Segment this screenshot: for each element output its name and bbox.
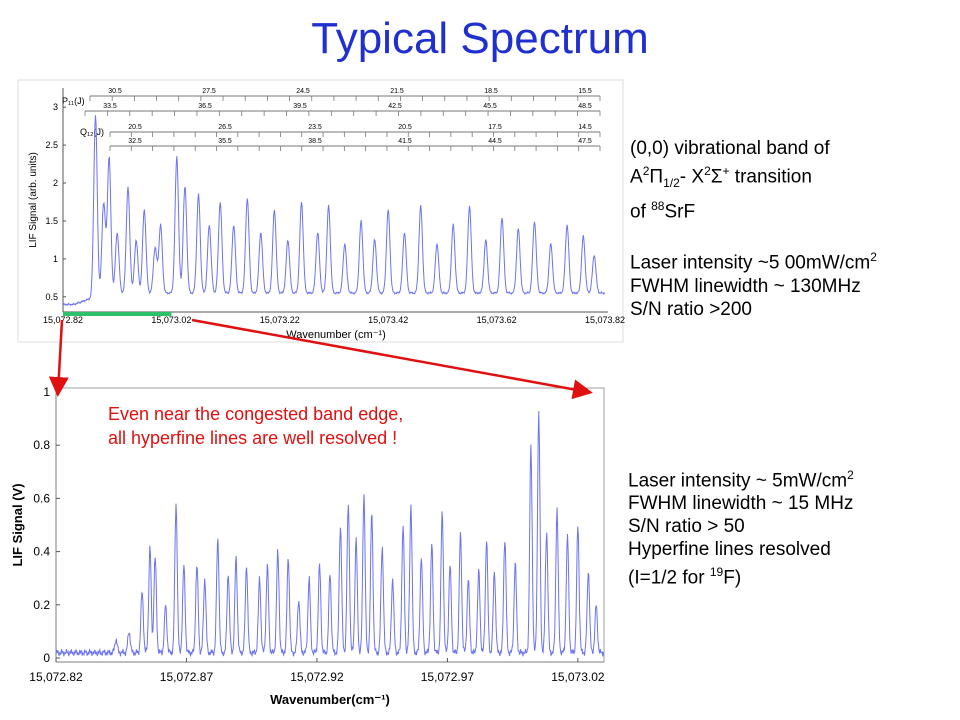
top-y-tick-label: 0.5 (45, 292, 58, 302)
top-sn: S/N ratio >200 (630, 298, 752, 320)
ladder-label: 36.5 (198, 103, 212, 110)
ladder-label: 26.5 (218, 124, 232, 131)
top-chart-ylabel: LIF Signal (arb. units) (28, 152, 39, 248)
bottom-chart-background (8, 380, 608, 710)
ladder-label: 27.5 (202, 88, 216, 95)
top-spectrum-trace (62, 115, 606, 307)
ladder-label: 45.5 (483, 103, 497, 110)
ladder-label: 23.5 (308, 124, 322, 131)
zoom-arrow-left (48, 319, 69, 397)
annotation-line-2: all hyperfine lines are well resolved ! (108, 428, 398, 448)
bottom-spin: (I=1/2 for 19F) (628, 565, 742, 589)
top-x-tick-label: 15,073.62 (477, 315, 517, 325)
bottom-fwhm: FWHM linewidth ~ 15 MHz (628, 493, 854, 515)
bottom-y-tick-label: 0 (43, 651, 50, 665)
transition-line: A2Π1/2- X2Σ+ transition (630, 164, 812, 191)
bottom-x-tick-label: 15,072.82 (29, 670, 83, 684)
ladder-label: 24.5 (296, 88, 310, 95)
ladder-label: 44.5 (488, 138, 502, 145)
top-y-tick-label: 2.5 (45, 140, 58, 150)
top-y-tick-label: 2 (53, 178, 58, 188)
band-description-line: (0,0) vibrational band of (630, 138, 830, 159)
bottom-sn: S/N ratio > 50 (628, 516, 745, 538)
bottom-x-tick-label: 15,072.92 (290, 670, 344, 684)
ladder-label: 41.5 (398, 138, 412, 145)
top-x-tick-label: 15,072.82 (43, 315, 83, 325)
bottom-y-tick-label: 1 (43, 385, 50, 399)
bottom-chart-xlabel: Wavenumber(cm⁻¹) (270, 692, 390, 707)
annotation-text: Even near the congested band edge, all h… (108, 402, 403, 450)
molecule-line: of 88SrF (630, 199, 696, 223)
ladder-label: 20.5 (398, 124, 412, 131)
top-chart: LIF Signal (arb. units) Wavenumber (cm⁻¹… (17, 79, 625, 343)
ladder-label: 17.5 (488, 124, 502, 131)
zoom-arrow-right (191, 318, 593, 400)
ladder-label: 42.5 (388, 103, 402, 110)
bottom-chart: LIF Signal (V) Wavenumber(cm⁻¹) 15,072.8… (8, 380, 608, 710)
bottom-y-tick-label: 0.6 (33, 491, 50, 505)
ladder-label: 32.5 (128, 138, 142, 145)
ladder-label: 30.5 (108, 88, 122, 95)
top-y-tick-label: 1.5 (45, 216, 58, 226)
top-x-tick-label: 15,073.42 (368, 315, 408, 325)
top-x-tick-label: 15,073.02 (151, 315, 191, 325)
p-branch-label: P₁₁(J) (62, 96, 85, 106)
bottom-chart-ylabel: LIF Signal (V) (10, 483, 25, 566)
annotation-line-1: Even near the congested band edge, (108, 404, 404, 424)
ladder-label: 20.5 (128, 124, 142, 131)
ladder-label: 39.5 (293, 103, 307, 110)
ladder-label: 33.5 (103, 103, 117, 110)
bottom-y-tick-label: 0.4 (33, 545, 50, 559)
ladder-label: 14.5 (578, 124, 592, 131)
top-chart-background (17, 79, 624, 343)
top-fwhm: FWHM linewidth ~ 130MHz (630, 275, 861, 297)
top-info-panel: (0,0) vibrational band of A2Π1/2- X2Σ+ t… (630, 137, 877, 321)
ladder-label: 21.5 (390, 88, 404, 95)
bottom-spectrum-trace (55, 410, 605, 658)
top-x-tick-label: 15,073.22 (260, 315, 300, 325)
ladder-label: 47.5 (578, 138, 592, 145)
bottom-y-tick-label: 0.2 (33, 598, 50, 612)
bottom-chart-frame (55, 387, 605, 663)
ladder-label: 48.5 (578, 103, 592, 110)
bottom-info-panel: Laser intensity ~ 5mW/cm2 FWHM linewidth… (628, 464, 854, 590)
ladder-label: 38.5 (308, 138, 322, 145)
top-y-tick-label: 3 (53, 102, 58, 112)
bottom-x-tick-label: 15,072.87 (160, 670, 214, 684)
ladder-label: 15.5 (578, 88, 592, 95)
ladder-label: 35.5 (218, 138, 232, 145)
top-intensity: Laser intensity ~5 00mW/cm2 (630, 250, 877, 274)
bottom-hyperfine: Hyperfine lines resolved (628, 539, 831, 561)
slide-title: Typical Spectrum (311, 14, 649, 63)
top-chart-xlabel: Wavenumber (cm⁻¹) (286, 329, 386, 341)
bottom-intensity: Laser intensity ~ 5mW/cm2 (628, 468, 854, 492)
bottom-y-tick-label: 0.8 (33, 438, 50, 452)
top-y-tick-label: 1 (53, 254, 58, 264)
ladder-label: 18.5 (484, 88, 498, 95)
bottom-x-tick-label: 15,072.97 (421, 670, 475, 684)
bottom-x-tick-label: 15,073.02 (551, 670, 605, 684)
top-x-tick-label: 15,073.82 (585, 315, 625, 325)
q-branch-label: Q₁₂(J) (80, 127, 104, 137)
